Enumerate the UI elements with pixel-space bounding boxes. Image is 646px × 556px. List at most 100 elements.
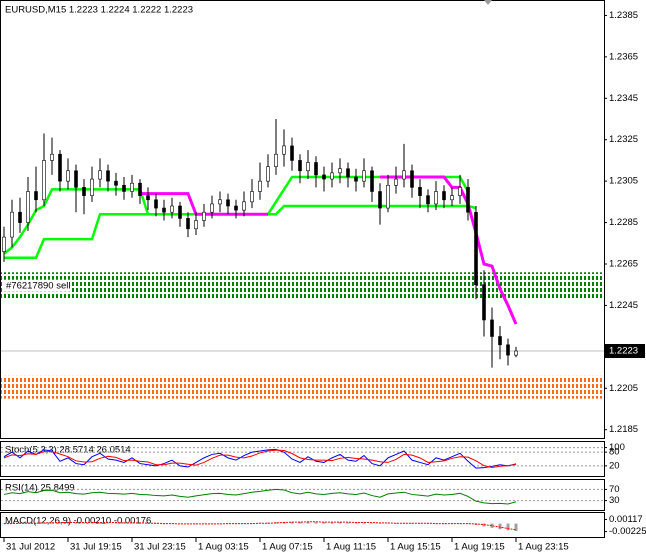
candle-body xyxy=(274,153,278,167)
x-tick-label: 31 Jul 2012 xyxy=(6,542,55,553)
candle-body xyxy=(226,199,230,207)
panel-title: MACD(12,26,9) -0.00210 -0.00176 xyxy=(5,516,151,527)
candle-body xyxy=(106,170,110,182)
candle-body xyxy=(466,187,470,213)
x-tick-label: 31 Jul 23:15 xyxy=(134,542,186,553)
candle-body xyxy=(490,319,494,337)
candle-body xyxy=(450,195,454,201)
signal-line xyxy=(4,521,517,531)
y-tick-label: 1.2325 xyxy=(609,134,638,145)
candle-body xyxy=(282,145,286,155)
histogram-bar xyxy=(394,523,398,524)
x-tick-label: 31 Jul 19:15 xyxy=(70,542,122,553)
indicator-line xyxy=(3,488,517,505)
macd-panel-border xyxy=(0,512,605,538)
histogram-bar xyxy=(114,522,118,524)
y-tick-label: 1.2365 xyxy=(609,51,638,62)
y-tick-label: 0.00117 xyxy=(609,514,643,525)
y-tick-label: 30 xyxy=(609,495,620,506)
histogram-bar xyxy=(90,522,94,524)
candle-body xyxy=(18,211,22,223)
y-tick-label: 1.2385 xyxy=(609,10,638,21)
candle-body xyxy=(442,191,446,201)
candle-body xyxy=(306,162,310,172)
candle-body xyxy=(394,178,398,186)
histogram-bar xyxy=(418,523,422,524)
candle-body xyxy=(98,170,102,180)
candle-body xyxy=(418,187,422,196)
candle-body xyxy=(514,350,518,356)
candle-body xyxy=(42,160,46,201)
candle-body xyxy=(154,199,158,209)
histogram-bar xyxy=(354,522,358,524)
histogram-bar xyxy=(306,521,310,524)
candle-body xyxy=(162,207,166,213)
histogram-bar xyxy=(442,523,446,525)
candle-body xyxy=(90,178,94,196)
candle-body xyxy=(322,174,326,180)
candle-body xyxy=(178,205,182,219)
candle-body xyxy=(482,284,486,321)
candle-body xyxy=(234,205,238,211)
shift-marker[interactable] xyxy=(484,0,492,5)
x-tick-label: 1 Aug 11:15 xyxy=(326,542,376,553)
histogram-bar xyxy=(250,523,254,524)
candle-body xyxy=(498,336,502,346)
x-tick-label: 1 Aug 23:15 xyxy=(518,542,569,553)
indicator-line xyxy=(3,449,517,468)
histogram-bar xyxy=(138,523,142,524)
histogram-bar xyxy=(106,522,110,524)
candle-body xyxy=(258,180,262,192)
histogram-bar xyxy=(226,523,230,525)
candle-body xyxy=(330,172,334,180)
candle-body xyxy=(210,203,214,213)
histogram-bar xyxy=(130,522,134,524)
histogram-bar xyxy=(34,522,38,524)
candle-body xyxy=(26,191,30,223)
candle-body xyxy=(138,182,142,196)
histogram-bar xyxy=(58,522,62,524)
histogram-bar xyxy=(314,522,318,524)
y-tick-label: 1.2345 xyxy=(609,93,638,104)
candle-body xyxy=(290,145,294,161)
candle-body xyxy=(474,211,478,286)
y-tick-label: 1.2285 xyxy=(609,217,638,228)
candle-body xyxy=(362,170,366,182)
rsi-panel-border xyxy=(0,479,605,511)
candle-body xyxy=(250,191,254,203)
candle-body xyxy=(458,187,462,196)
candle-body xyxy=(50,153,54,161)
order-label: #76217890 sell xyxy=(6,280,70,291)
order-zone xyxy=(1,272,604,300)
candle-body xyxy=(130,182,134,192)
main-panel-border xyxy=(0,0,605,439)
panel-title: RSI(14) 25.8499 xyxy=(5,483,75,494)
histogram-bar xyxy=(338,522,342,524)
y-tick-label: 1.2305 xyxy=(609,176,638,187)
candle-body xyxy=(266,166,270,182)
histogram-bar xyxy=(178,523,182,525)
x-tick-label: 1 Aug 03:15 xyxy=(198,542,249,553)
histogram-bar xyxy=(274,522,278,524)
histogram-bar xyxy=(506,523,510,531)
candle-body xyxy=(338,168,342,174)
candle-body xyxy=(346,168,350,178)
candle-body xyxy=(410,170,414,188)
histogram-bar xyxy=(466,523,470,525)
histogram-bar xyxy=(298,521,302,524)
histogram-bar xyxy=(98,522,102,524)
last-price-box xyxy=(605,344,645,358)
candle-body xyxy=(298,160,302,172)
candle-body xyxy=(82,187,86,196)
candle-body xyxy=(146,195,150,201)
histogram-bar xyxy=(498,523,502,530)
histogram-bar xyxy=(74,522,78,524)
histogram-bar xyxy=(290,521,294,524)
candle-body xyxy=(506,344,510,356)
histogram-bar xyxy=(82,522,86,524)
y-tick-label: 1.2265 xyxy=(609,259,638,270)
candle-body xyxy=(386,184,390,209)
histogram-bar xyxy=(426,523,430,525)
